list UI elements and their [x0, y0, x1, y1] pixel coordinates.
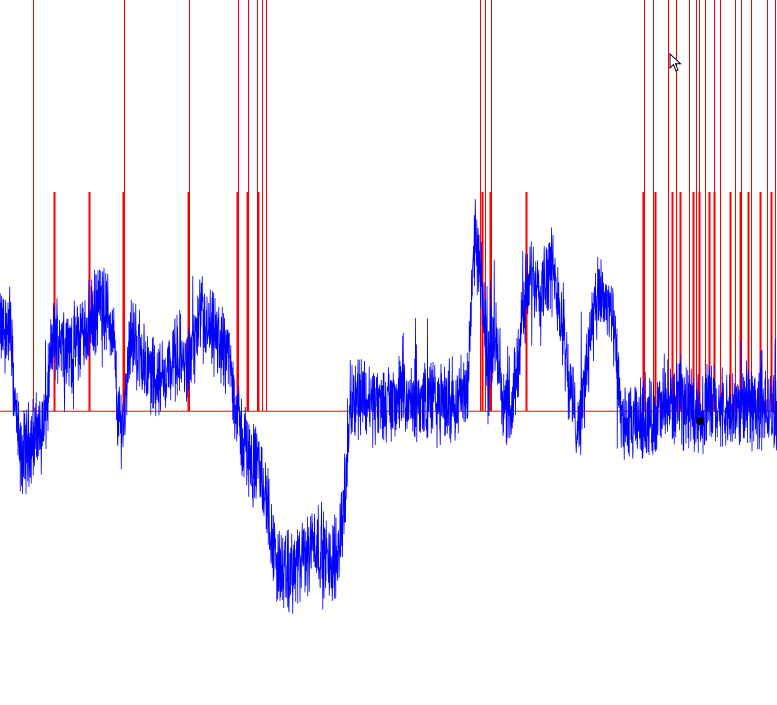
- marker-lines-medium: [53, 192, 773, 412]
- signal-series-line: [0, 199, 777, 614]
- mouse-pointer-icon: [669, 53, 682, 72]
- cursor-position-dot: [696, 417, 704, 426]
